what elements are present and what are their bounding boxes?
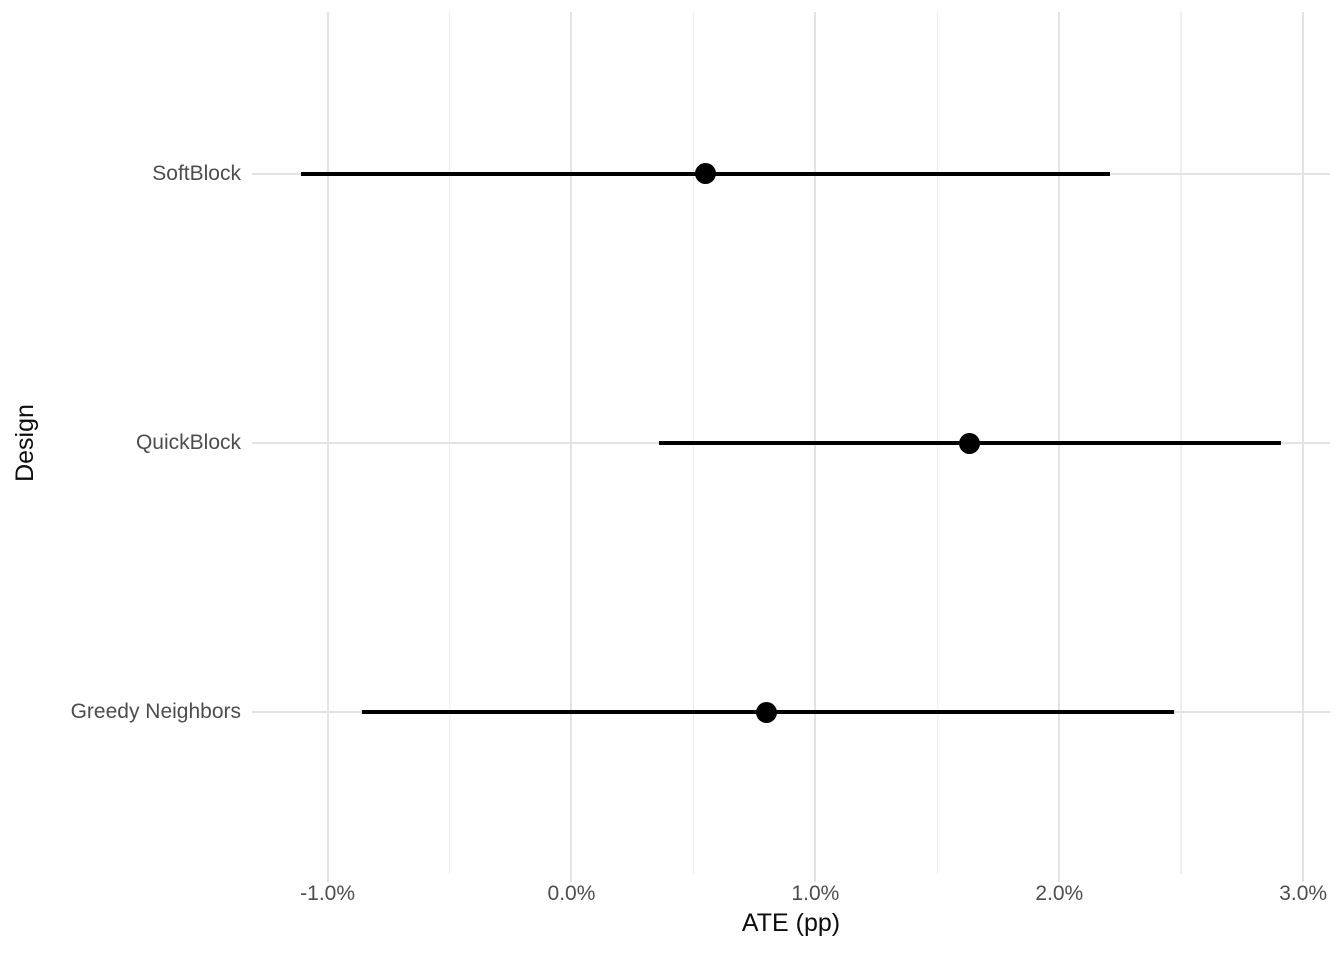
x-tick-mark — [570, 874, 573, 882]
x-tick-mark — [1302, 874, 1305, 882]
category-label: Greedy Neighbors — [70, 700, 241, 724]
point-estimate — [695, 163, 717, 185]
point-estimate — [756, 701, 778, 723]
x-tick-label: 2.0% — [1035, 882, 1084, 905]
x-tick-label: 3.0% — [1279, 882, 1328, 905]
x-tick-mark — [1058, 874, 1061, 882]
x-tick-label: 0.0% — [547, 882, 596, 905]
x-tick-label: -1.0% — [300, 882, 356, 905]
point-estimate — [958, 432, 980, 454]
category-label: QuickBlock — [135, 431, 241, 454]
x-tick-mark — [814, 874, 817, 882]
x-tick-mark — [326, 874, 329, 882]
x-tick-label: 1.0% — [791, 882, 840, 905]
x-axis-title: ATE (pp) — [741, 909, 841, 937]
category-label: SoftBlock — [152, 161, 241, 185]
